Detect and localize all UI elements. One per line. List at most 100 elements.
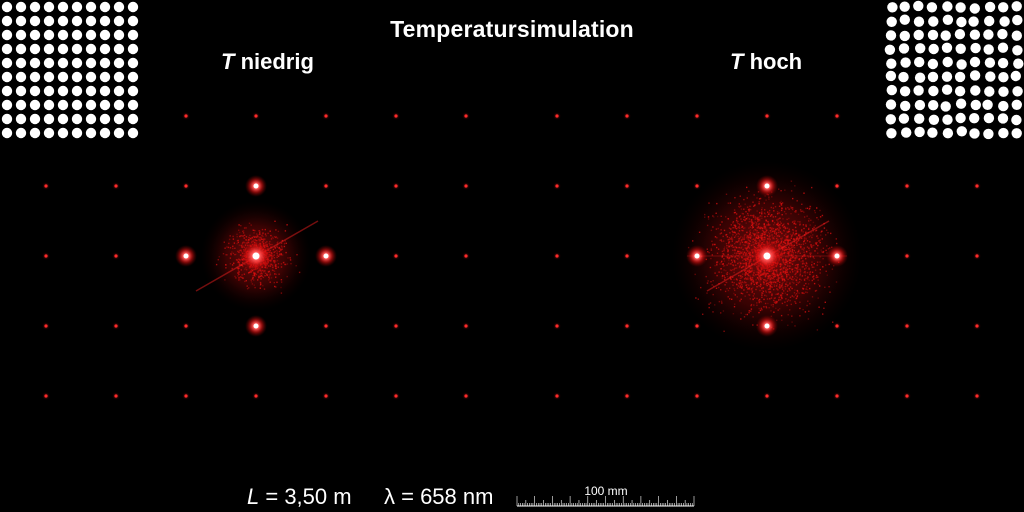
speckle xyxy=(794,267,796,269)
speckle xyxy=(284,263,286,266)
speckle xyxy=(782,281,784,284)
speckle xyxy=(776,239,778,242)
speckle xyxy=(738,230,741,232)
speckle xyxy=(243,230,245,232)
lattice-dot xyxy=(928,114,940,126)
speckle xyxy=(739,265,741,268)
speckle xyxy=(797,282,799,284)
higher-order-spot-core xyxy=(394,184,398,188)
speckle xyxy=(274,246,276,248)
speckle xyxy=(774,297,776,299)
speckle xyxy=(783,249,786,251)
speckle xyxy=(280,242,283,244)
speckle xyxy=(245,269,248,271)
lattice-dot xyxy=(113,29,125,41)
lattice-dot xyxy=(1,99,13,111)
speckle xyxy=(805,225,807,228)
speckle xyxy=(752,278,754,281)
speckle xyxy=(773,271,775,273)
speckle xyxy=(763,233,766,235)
speckle xyxy=(741,241,744,243)
speckle xyxy=(727,202,729,204)
speckle xyxy=(719,263,721,265)
speckle xyxy=(720,271,723,274)
speckle xyxy=(722,263,724,265)
speckle xyxy=(756,217,759,220)
speckle xyxy=(784,241,786,244)
speckle xyxy=(782,226,785,229)
speckle xyxy=(237,267,240,269)
speckle xyxy=(822,251,824,254)
speckle xyxy=(742,238,744,240)
speckle xyxy=(714,264,716,267)
speckle xyxy=(721,253,724,255)
speckle xyxy=(762,280,765,283)
speckle xyxy=(280,253,282,255)
speckle xyxy=(783,234,786,237)
speckle xyxy=(723,275,725,277)
speckle xyxy=(780,296,782,298)
lattice-dot xyxy=(113,1,125,13)
speckle xyxy=(756,268,758,270)
speckle xyxy=(756,218,759,220)
speckle xyxy=(798,243,800,245)
speckle xyxy=(257,275,260,277)
speckle xyxy=(793,292,796,294)
speckle xyxy=(238,249,241,252)
speckle xyxy=(244,280,246,283)
lattice-dot xyxy=(1,29,13,41)
speckle xyxy=(772,277,774,280)
speckle xyxy=(774,275,776,278)
speckle xyxy=(259,284,262,286)
speckle xyxy=(739,264,741,266)
speckle xyxy=(784,227,786,230)
speckle xyxy=(781,224,784,227)
speckle xyxy=(791,287,793,290)
speckle xyxy=(753,293,755,295)
speckle xyxy=(799,236,801,238)
label-high-temperature: T hoch xyxy=(730,49,802,75)
speckle xyxy=(279,249,282,251)
speckle xyxy=(738,274,740,277)
speckle xyxy=(815,243,817,245)
speckle xyxy=(766,224,768,226)
speckle xyxy=(225,267,227,269)
speckle xyxy=(777,220,779,222)
speckle xyxy=(713,285,715,287)
speckle xyxy=(781,277,783,280)
speckle xyxy=(761,296,763,299)
lattice-dot xyxy=(1011,128,1022,139)
speckle xyxy=(751,276,754,279)
lattice-dot xyxy=(57,15,69,27)
speckle xyxy=(808,247,810,249)
speckle xyxy=(730,263,732,265)
lattice-dot xyxy=(913,0,924,12)
scale-bar-label: 100 mm xyxy=(584,484,628,498)
speckle xyxy=(821,230,823,232)
speckle xyxy=(745,259,747,262)
speckle xyxy=(750,220,752,223)
lattice-dot xyxy=(43,85,55,97)
speckle xyxy=(825,270,827,272)
speckle xyxy=(726,236,729,238)
speckle xyxy=(792,253,794,256)
higher-order-spot-core xyxy=(184,184,188,188)
speckle xyxy=(280,254,282,256)
speckle xyxy=(717,248,720,250)
lattice-dot xyxy=(99,29,111,41)
speckle xyxy=(746,248,748,250)
speckle xyxy=(755,240,758,242)
speckle xyxy=(260,278,262,280)
lattice-dot xyxy=(29,15,41,27)
speckle xyxy=(777,293,780,296)
speckle xyxy=(283,245,286,248)
lattice-dot xyxy=(997,28,1008,40)
speckle xyxy=(764,233,767,235)
speckle xyxy=(226,254,228,256)
speckle xyxy=(768,275,771,277)
speckle xyxy=(773,288,775,291)
speckle xyxy=(789,233,792,235)
speckle xyxy=(280,292,283,294)
speckle xyxy=(735,235,737,237)
speckle xyxy=(745,262,748,264)
